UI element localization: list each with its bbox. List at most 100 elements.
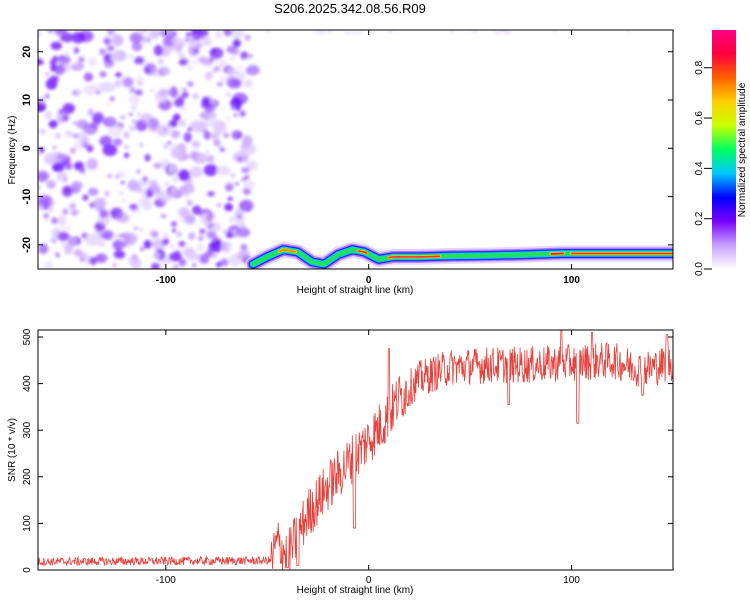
noise-blob <box>157 58 164 65</box>
noise-blob <box>65 225 72 231</box>
noise-blob <box>181 91 189 99</box>
noise-blob <box>80 257 85 262</box>
noise-blob <box>124 144 129 150</box>
noise-blob <box>219 76 225 81</box>
noise-blob <box>134 180 141 185</box>
noise-blob <box>73 141 85 151</box>
noise-blob <box>239 110 246 117</box>
noise-blob <box>102 144 118 157</box>
y-tick-label: 0 <box>22 567 33 573</box>
noise-blob <box>238 66 242 70</box>
noise-blob <box>221 244 229 252</box>
noise-blob <box>192 60 197 65</box>
noise-blob <box>92 112 104 124</box>
noise-blob <box>190 120 206 132</box>
noise-blob <box>227 196 233 201</box>
noise-blob <box>90 121 100 129</box>
noise-blob <box>246 208 251 212</box>
noise-blob <box>79 167 86 174</box>
noise-blob <box>95 253 108 263</box>
noise-blob <box>107 30 113 35</box>
noise-blob <box>132 119 136 124</box>
noise-blob <box>87 108 94 117</box>
noise-blob <box>48 119 58 129</box>
x-tick-label: 100 <box>563 275 580 286</box>
noise-blob <box>146 190 153 199</box>
noise-blob <box>177 96 185 104</box>
snr-y-label: SNR (10 * v/v) <box>7 418 18 482</box>
noise-blob <box>216 81 223 87</box>
noise-blob <box>235 71 247 80</box>
noise-blob <box>64 130 74 138</box>
noise-blob <box>52 55 59 63</box>
noise-blob <box>38 58 43 66</box>
snr-x-label: Height of straight line (km) <box>297 585 414 596</box>
noise-blob <box>265 30 271 33</box>
noise-blob <box>170 244 175 249</box>
noise-blob <box>146 39 153 45</box>
noise-blob <box>38 128 47 135</box>
noise-blob <box>97 214 111 226</box>
noise-blob <box>87 57 97 67</box>
noise-blob <box>192 152 208 164</box>
noise-blob <box>136 112 141 117</box>
noise-blob <box>243 79 253 88</box>
noise-blob <box>170 221 178 227</box>
noise-blob <box>218 59 228 69</box>
noise-blob <box>61 227 67 232</box>
noise-blob <box>207 191 215 197</box>
noise-blob <box>230 105 236 111</box>
noise-blob <box>123 131 130 139</box>
noise-blob <box>179 87 184 92</box>
noise-blob <box>168 252 182 262</box>
noise-blob <box>106 45 115 52</box>
noise-blob <box>493 31 501 34</box>
noise-blob <box>197 56 207 64</box>
noise-blob <box>192 263 197 268</box>
noise-blob <box>128 125 137 132</box>
noise-blob <box>153 162 162 169</box>
noise-blob <box>553 30 557 33</box>
colorbar-tick-label: 0.2 <box>694 211 705 225</box>
noise-blob <box>187 65 193 71</box>
noise-blob <box>237 214 241 219</box>
noise-blob <box>180 106 186 111</box>
noise-blob <box>99 48 107 55</box>
noise-blob <box>153 185 161 194</box>
noise-blob <box>191 140 201 149</box>
noise-blob <box>120 191 124 195</box>
noise-blob <box>121 180 125 185</box>
noise-blob <box>187 81 194 87</box>
noise-blob <box>78 56 85 62</box>
signal-track-core <box>388 255 441 259</box>
noise-blob <box>233 113 238 117</box>
snr-panel: 0 100 200 300 400 500 -100 0 100 Height of stra… <box>7 328 674 596</box>
noise-blob <box>237 250 250 260</box>
noise-blob <box>208 116 213 121</box>
spectrogram-content <box>38 30 673 269</box>
noise-blob <box>87 187 99 196</box>
snr-frame <box>37 329 674 571</box>
noise-blob <box>203 164 219 177</box>
noise-blob <box>103 116 117 128</box>
noise-blob <box>116 212 130 224</box>
noise-blob <box>177 52 185 58</box>
noise-blob <box>217 203 222 207</box>
noise-blob <box>204 103 216 113</box>
noise-blob <box>370 31 376 35</box>
noise-blob <box>143 239 152 249</box>
noise-blob <box>99 231 106 239</box>
noise-blob <box>149 30 160 39</box>
noise-blob <box>222 229 228 234</box>
noise-blob <box>231 132 238 137</box>
noise-blob <box>199 229 206 234</box>
noise-blob <box>203 131 212 140</box>
noise-blob <box>163 143 169 150</box>
noise-blob <box>211 133 219 141</box>
y-tick-label: 20 <box>21 46 33 58</box>
noise-blob <box>187 200 193 206</box>
noise-blob <box>182 152 187 156</box>
noise-blob <box>172 228 176 233</box>
noise-blob <box>449 30 456 33</box>
noise-blob <box>212 113 216 117</box>
